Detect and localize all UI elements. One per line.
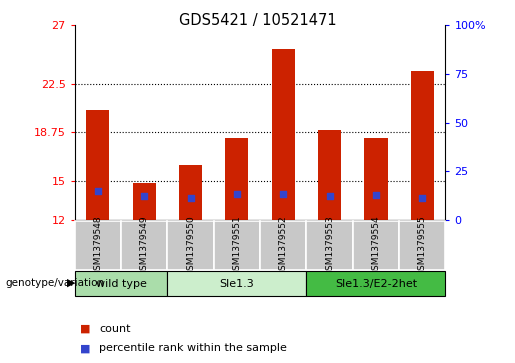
Bar [260, 221, 306, 270]
Bar [86, 110, 109, 220]
Text: count: count [99, 323, 131, 334]
Bar [226, 138, 248, 220]
Bar [75, 221, 121, 270]
Point [418, 195, 426, 200]
Text: GSM1379553: GSM1379553 [325, 216, 334, 276]
Text: ▶: ▶ [67, 278, 75, 288]
Text: genotype/variation: genotype/variation [5, 278, 104, 288]
Bar [75, 271, 167, 296]
Bar [167, 221, 214, 270]
Text: ■: ■ [80, 323, 90, 334]
Text: Sle1.3/E2-2het: Sle1.3/E2-2het [335, 278, 417, 289]
Point [372, 192, 380, 198]
Bar [214, 221, 260, 270]
Text: GSM1379551: GSM1379551 [232, 216, 242, 276]
Point [186, 195, 195, 200]
Bar [167, 271, 306, 296]
Text: ■: ■ [80, 343, 90, 354]
Bar [179, 165, 202, 220]
Text: GSM1379552: GSM1379552 [279, 216, 288, 276]
Text: GSM1379549: GSM1379549 [140, 216, 149, 276]
Bar [133, 183, 156, 220]
Text: Sle1.3: Sle1.3 [219, 278, 254, 289]
Text: GSM1379554: GSM1379554 [371, 216, 381, 276]
Text: GSM1379548: GSM1379548 [93, 216, 102, 276]
Text: wild type: wild type [96, 278, 146, 289]
Bar [410, 71, 434, 220]
Bar [399, 221, 445, 270]
Text: GDS5421 / 10521471: GDS5421 / 10521471 [179, 13, 336, 28]
Bar [306, 221, 353, 270]
Text: percentile rank within the sample: percentile rank within the sample [99, 343, 287, 354]
Bar [306, 271, 445, 296]
Point [325, 193, 334, 199]
Bar [364, 138, 387, 220]
Bar [272, 49, 295, 220]
Point [279, 191, 287, 197]
Bar [318, 130, 341, 220]
Text: GSM1379550: GSM1379550 [186, 216, 195, 276]
Text: GSM1379555: GSM1379555 [418, 216, 427, 276]
Bar [121, 221, 167, 270]
Point [140, 193, 148, 199]
Point [94, 188, 102, 194]
Bar [353, 221, 399, 270]
Point [233, 191, 241, 197]
